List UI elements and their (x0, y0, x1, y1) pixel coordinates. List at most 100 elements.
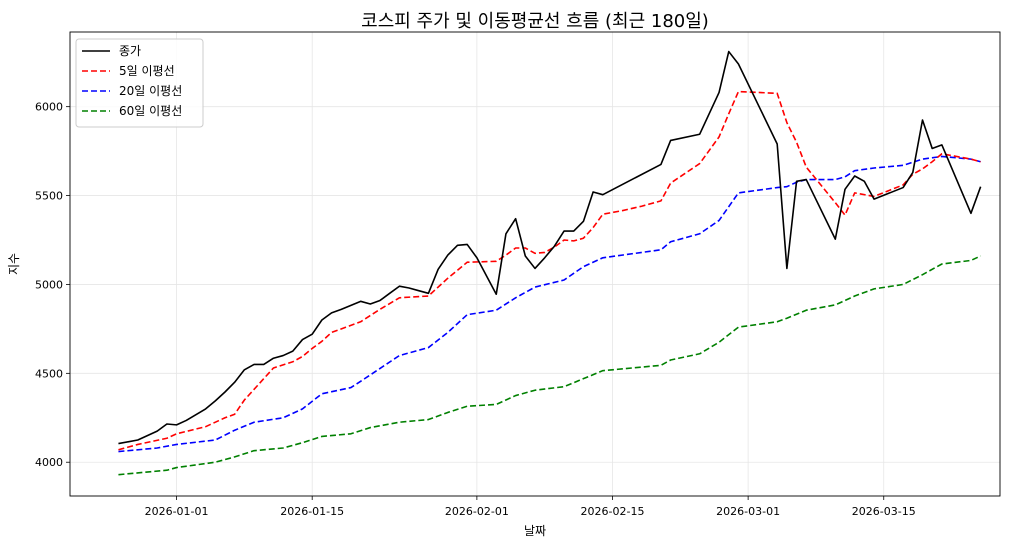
legend-item: 60일 이평선 (82, 104, 182, 118)
data-point (176, 433, 178, 435)
data-point (253, 364, 255, 366)
data-point (515, 395, 517, 397)
data-point (457, 269, 459, 271)
data-point (428, 292, 430, 294)
data-point (534, 252, 536, 254)
data-point (282, 447, 284, 449)
data-point (234, 413, 236, 415)
data-point (970, 260, 972, 262)
data-point (854, 170, 856, 172)
data-point (457, 244, 459, 246)
legend: 종가 5일 이평선 20일 이평선 60일 이평선 (75, 38, 204, 128)
data-point (699, 133, 701, 135)
data-point (253, 450, 255, 452)
data-point (544, 257, 546, 259)
legend-label: 종가 (119, 44, 141, 58)
legend-item: 20일 이평선 (82, 84, 182, 98)
data-point (224, 391, 226, 393)
data-point (466, 405, 468, 407)
series-line (118, 90, 981, 451)
data-point (699, 163, 701, 165)
data-point (873, 288, 875, 290)
data-point (137, 439, 139, 441)
data-point (331, 312, 333, 314)
data-point (515, 297, 517, 299)
series-line (118, 155, 981, 453)
data-point (515, 218, 517, 220)
data-point (524, 255, 526, 257)
data-point (118, 474, 120, 476)
data-point (340, 308, 342, 310)
data-point (738, 91, 740, 93)
data-point (127, 441, 129, 443)
legend-label: 20일 이평선 (119, 84, 182, 98)
data-point (786, 186, 788, 188)
data-point (670, 140, 672, 142)
data-point (786, 122, 788, 124)
data-point (350, 387, 352, 389)
data-point (389, 292, 391, 294)
legend-box (75, 38, 204, 128)
data-point (583, 220, 585, 222)
data-point (156, 430, 158, 432)
legend-label: 60일 이평선 (119, 104, 182, 118)
data-point (331, 332, 333, 334)
data-point (495, 404, 497, 406)
data-point (234, 381, 236, 383)
data-point (834, 304, 836, 306)
data-point (205, 426, 207, 428)
data-point (282, 417, 284, 419)
series-2 (118, 90, 981, 451)
data-point (834, 202, 836, 204)
data-point (243, 369, 245, 371)
data-point (137, 444, 139, 446)
data-point (670, 359, 672, 361)
data-point (563, 239, 565, 241)
y-tick-label: 5000 (35, 278, 63, 291)
data-point (592, 191, 594, 193)
data-point (970, 158, 972, 160)
data-point (282, 355, 284, 357)
y-axis: 4000 4500 5000 5500 6000 (35, 101, 70, 469)
data-point (786, 268, 788, 270)
data-point (563, 230, 565, 232)
data-point (641, 205, 643, 207)
data-point (398, 355, 400, 357)
x-tick-label: 2026-03-01 (716, 505, 780, 518)
data-point (718, 220, 720, 222)
data-point (185, 420, 187, 422)
data-point (534, 268, 536, 270)
data-point (447, 332, 449, 334)
data-point (166, 469, 168, 471)
series-line (118, 255, 981, 476)
data-point (466, 314, 468, 316)
data-point (369, 303, 371, 305)
data-point (214, 400, 216, 402)
data-point (176, 444, 178, 446)
data-point (447, 254, 449, 256)
data-point (379, 300, 381, 302)
data-point (302, 442, 304, 444)
data-point (660, 200, 662, 202)
data-point (253, 421, 255, 423)
data-point (941, 153, 943, 155)
data-point (728, 51, 730, 53)
x-tick-label: 2026-01-15 (280, 505, 344, 518)
data-point (776, 92, 778, 94)
data-point (563, 386, 565, 388)
data-point (583, 266, 585, 268)
y-tick-label: 4000 (35, 456, 63, 469)
data-point (718, 136, 720, 138)
data-point (844, 176, 846, 178)
data-point (941, 263, 943, 265)
data-point (970, 212, 972, 214)
data-point (476, 257, 478, 259)
data-point (379, 308, 381, 310)
data-point (583, 378, 585, 380)
data-point (786, 317, 788, 319)
data-point (660, 164, 662, 166)
data-point (980, 186, 982, 188)
y-tick-label: 6000 (35, 101, 63, 114)
data-point (166, 437, 168, 439)
